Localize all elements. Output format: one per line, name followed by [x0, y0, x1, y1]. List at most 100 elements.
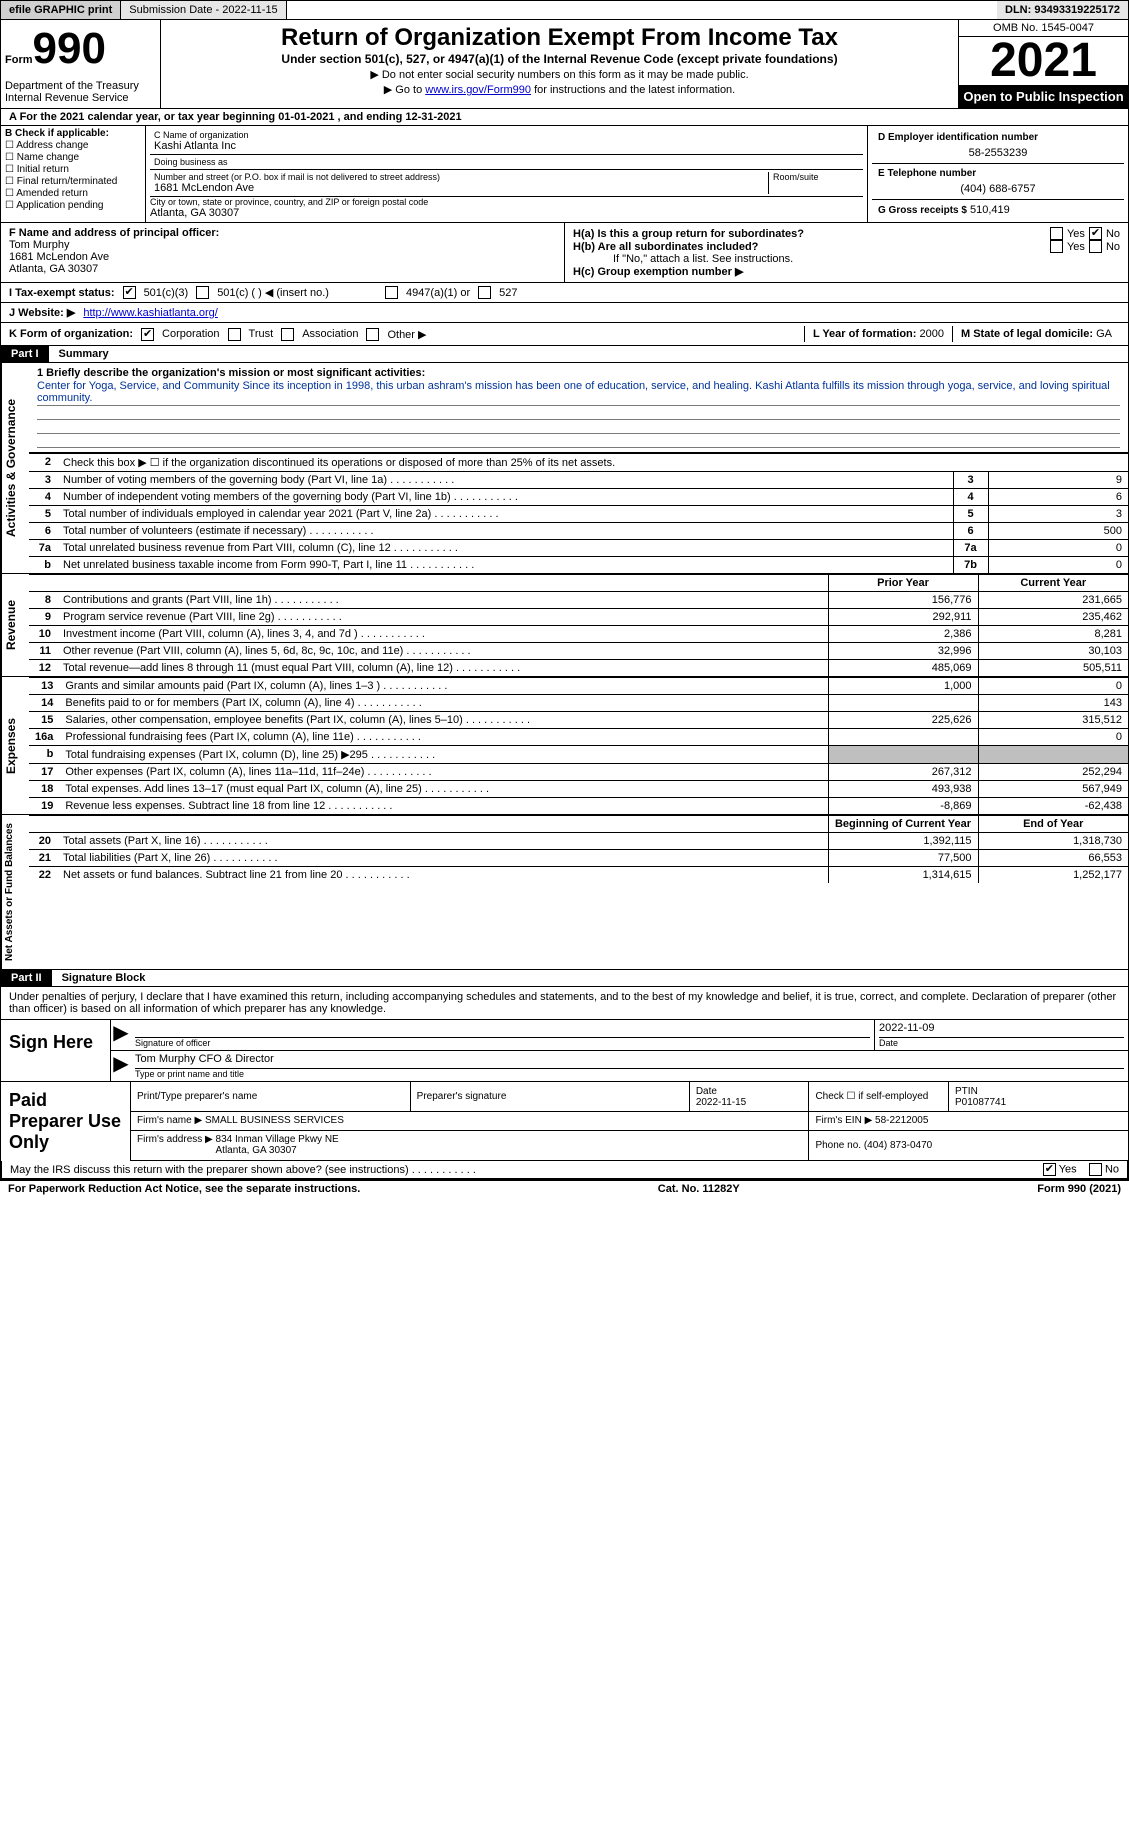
form-word: Form — [5, 54, 33, 66]
arrow-icon: ▶ — [111, 1020, 131, 1050]
expenses-table: 13Grants and similar amounts paid (Part … — [29, 677, 1128, 814]
website-label: J Website: ▶ — [9, 306, 75, 319]
table-row: 7aTotal unrelated business revenue from … — [29, 540, 1128, 557]
expenses-section: Expenses 13Grants and similar amounts pa… — [0, 677, 1129, 815]
tax-status-label: I Tax-exempt status: — [9, 287, 115, 299]
hb-no-checkbox[interactable] — [1089, 240, 1102, 253]
ha-no-checkbox[interactable] — [1089, 227, 1102, 240]
table-row: 11Other revenue (Part VIII, column (A), … — [29, 643, 1128, 660]
discuss-yes-checkbox[interactable] — [1043, 1163, 1056, 1176]
prep-date-label: Date — [696, 1086, 803, 1097]
sig-date: 2022-11-09 — [879, 1022, 1124, 1038]
cb-initial-return[interactable]: ☐ Initial return — [5, 164, 141, 175]
end-year-header: End of Year — [978, 816, 1128, 833]
city-state-zip: Atlanta, GA 30307 — [150, 207, 863, 219]
revenue-section: Revenue Prior YearCurrent Year 8Contribu… — [0, 574, 1129, 677]
signature-section: Under penalties of perjury, I declare th… — [0, 987, 1129, 1180]
table-row: 22Net assets or fund balances. Subtract … — [29, 867, 1128, 884]
website-link[interactable]: http://www.kashiatlanta.org/ — [83, 307, 218, 319]
firm-name: SMALL BUSINESS SERVICES — [205, 1115, 344, 1126]
officer-signature-field[interactable] — [135, 1022, 870, 1038]
side-activities: Activities & Governance — [1, 363, 29, 573]
table-row: 15Salaries, other compensation, employee… — [29, 712, 1128, 729]
discuss-no-checkbox[interactable] — [1089, 1163, 1102, 1176]
form-number: Form990 — [5, 24, 156, 74]
sig-date-label: Date — [879, 1038, 1124, 1048]
cb-name-change[interactable]: ☐ Name change — [5, 152, 141, 163]
phone-value: (404) 688-6757 — [878, 183, 1118, 195]
arrow-icon: ▶ — [111, 1051, 131, 1081]
table-row: 8Contributions and grants (Part VIII, li… — [29, 592, 1128, 609]
table-row: 5Total number of individuals employed in… — [29, 506, 1128, 523]
netassets-section: Net Assets or Fund Balances Beginning of… — [0, 815, 1129, 970]
cb-amended-return[interactable]: ☐ Amended return — [5, 188, 141, 199]
prior-year-header: Prior Year — [828, 575, 978, 592]
officer-name-title: Tom Murphy CFO & Director — [135, 1053, 1124, 1069]
sections-bcdefg: B Check if applicable: ☐ Address change … — [0, 126, 1129, 223]
ag-table: 2Check this box ▶ ☐ if the organization … — [29, 453, 1128, 573]
section-f: F Name and address of principal officer:… — [1, 223, 565, 282]
firm-phone-label: Phone no. — [815, 1140, 861, 1151]
ha-label: H(a) Is this a group return for subordin… — [573, 228, 1046, 240]
paid-preparer-label: Paid Preparer Use Only — [1, 1082, 131, 1161]
side-expenses: Expenses — [1, 677, 29, 814]
cb-association[interactable] — [281, 328, 294, 341]
self-employed-check[interactable]: Check ☐ if self-employed — [815, 1091, 942, 1102]
begin-year-header: Beginning of Current Year — [828, 816, 978, 833]
sections-deg: D Employer identification number 58-2553… — [868, 126, 1128, 222]
table-row: 4Number of independent voting members of… — [29, 489, 1128, 506]
q2-text: Check this box ▶ ☐ if the organization d… — [57, 454, 1128, 472]
table-row: bTotal fundraising expenses (Part IX, co… — [29, 746, 1128, 764]
tax-year: 2021 — [959, 37, 1128, 85]
officer-name: Tom Murphy — [9, 239, 556, 251]
table-row: 9Program service revenue (Part VIII, lin… — [29, 609, 1128, 626]
cb-trust[interactable] — [228, 328, 241, 341]
cb-501c[interactable] — [196, 286, 209, 299]
current-year-header: Current Year — [978, 575, 1128, 592]
cb-application-pending[interactable]: ☐ Application pending — [5, 200, 141, 211]
revenue-table: Prior YearCurrent Year 8Contributions an… — [29, 574, 1128, 676]
open-to-public: Open to Public Inspection — [959, 85, 1128, 108]
cb-corporation[interactable] — [141, 328, 154, 341]
cb-final-return[interactable]: ☐ Final return/terminated — [5, 176, 141, 187]
cb-501c3[interactable] — [123, 286, 136, 299]
ha-yes-checkbox[interactable] — [1050, 227, 1063, 240]
section-b-label: B Check if applicable: — [5, 128, 109, 139]
section-a-tax-year: A For the 2021 calendar year, or tax yea… — [0, 109, 1129, 126]
efile-print-button[interactable]: efile GRAPHIC print — [1, 1, 121, 19]
instr2-post: for instructions and the latest informat… — [531, 84, 735, 96]
activities-governance: Activities & Governance 1 Briefly descri… — [0, 363, 1129, 574]
section-j: J Website: ▶ http://www.kashiatlanta.org… — [0, 303, 1129, 323]
table-row: 17Other expenses (Part IX, column (A), l… — [29, 764, 1128, 781]
table-row: 16aProfessional fundraising fees (Part I… — [29, 729, 1128, 746]
phone-label: E Telephone number — [878, 168, 1118, 179]
room-label: Room/suite — [773, 172, 859, 182]
org-name: Kashi Atlanta Inc — [154, 140, 859, 152]
form-990-number: 990 — [33, 24, 106, 73]
table-row: 21Total liabilities (Part X, line 26)77,… — [29, 850, 1128, 867]
part-2-header: Part II Signature Block — [0, 970, 1129, 987]
hc-label: H(c) Group exemption number ▶ — [573, 265, 1120, 278]
section-b: B Check if applicable: ☐ Address change … — [1, 126, 146, 222]
cb-address-change[interactable]: ☐ Address change — [5, 140, 141, 151]
dln: DLN: 93493319225172 — [997, 1, 1128, 19]
sig-officer-label: Signature of officer — [135, 1038, 870, 1048]
cb-4947[interactable] — [385, 286, 398, 299]
discuss-label: May the IRS discuss this return with the… — [10, 1164, 476, 1176]
cb-other[interactable] — [366, 328, 379, 341]
table-row: 6Total number of volunteers (estimate if… — [29, 523, 1128, 540]
year-formation: 2000 — [920, 328, 944, 340]
mission-blank-2 — [37, 420, 1120, 434]
cb-527[interactable] — [478, 286, 491, 299]
department: Department of the Treasury Internal Reve… — [5, 80, 156, 104]
sign-here-label: Sign Here — [1, 1020, 111, 1081]
part2-title: Signature Block — [52, 970, 156, 986]
domicile-label: M State of legal domicile: — [961, 328, 1093, 340]
irs-link[interactable]: www.irs.gov/Form990 — [425, 84, 531, 96]
part1-tag: Part I — [1, 346, 49, 362]
q1-label: 1 Briefly describe the organization's mi… — [37, 367, 1120, 379]
prep-name-label: Print/Type preparer's name — [137, 1091, 404, 1102]
hb-yes-checkbox[interactable] — [1050, 240, 1063, 253]
prep-sig-label: Preparer's signature — [417, 1091, 683, 1102]
preparer-table: Print/Type preparer's name Preparer's si… — [131, 1082, 1128, 1161]
